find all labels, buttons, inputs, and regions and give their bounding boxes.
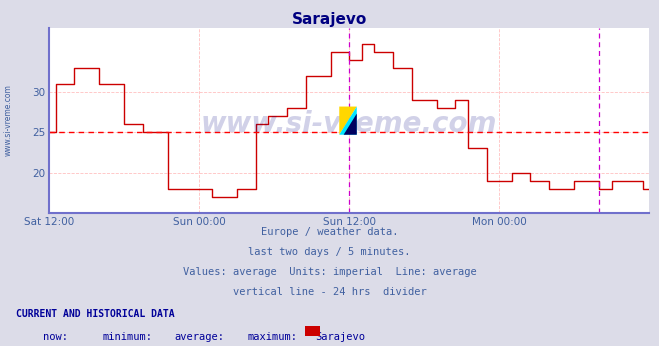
Text: www.si-vreme.com: www.si-vreme.com [201,110,498,138]
Polygon shape [343,113,357,135]
Text: average:: average: [175,332,225,342]
Text: maximum:: maximum: [247,332,297,342]
Text: last two days / 5 minutes.: last two days / 5 minutes. [248,247,411,257]
Text: CURRENT AND HISTORICAL DATA: CURRENT AND HISTORICAL DATA [16,309,175,319]
Text: now:: now: [43,332,68,342]
Text: Sarajevo: Sarajevo [315,332,365,342]
Text: Values: average  Units: imperial  Line: average: Values: average Units: imperial Line: av… [183,267,476,277]
Text: Sarajevo: Sarajevo [292,12,367,27]
Polygon shape [339,107,357,135]
Text: www.si-vreme.com: www.si-vreme.com [4,84,13,156]
Polygon shape [339,107,357,135]
Text: vertical line - 24 hrs  divider: vertical line - 24 hrs divider [233,287,426,297]
Text: Europe / weather data.: Europe / weather data. [261,227,398,237]
Text: minimum:: minimum: [102,332,152,342]
